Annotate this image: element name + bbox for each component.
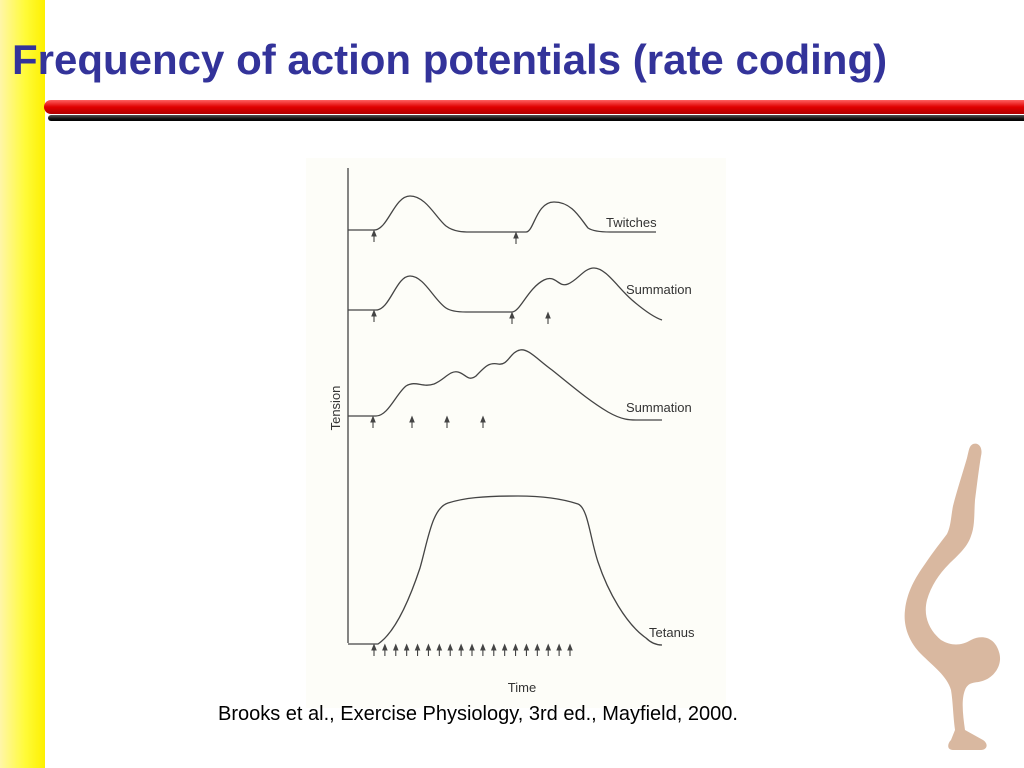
stimulus-arrow [469,643,475,656]
trace-label-tetanus: Tetanus [649,625,695,640]
stimulus-arrow [444,415,450,428]
stimulus-arrow [509,311,515,324]
figure-panel: Twitches Summation Summation Tetanus Ten… [306,158,726,708]
trace-summation-2 [348,349,662,421]
trace-label-twitches: Twitches [606,215,657,230]
stimulus-arrow [371,309,377,322]
stimulus-arrow [403,643,410,656]
trace-label-summation-1: Summation [626,282,692,297]
title-rule-shadow [48,115,1024,121]
stimulus-arrow [414,643,421,656]
stimulus-arrow [545,643,552,656]
trace-summation-2-stimuli [370,415,486,428]
stimulus-arrow [382,643,388,656]
stimulus-arrow [534,643,541,656]
stimulus-arrow [480,415,486,428]
stimulus-arrow [370,415,376,428]
tension-time-diagram: Twitches Summation Summation Tetanus Ten… [328,168,695,695]
stimulus-arrow [513,231,519,244]
citation: Brooks et al., Exercise Physiology, 3rd … [218,703,738,725]
stimulus-arrow [545,311,551,324]
handstand-figure-icon [895,440,1015,765]
stimulus-arrow [409,415,415,428]
title-rule [44,100,1024,114]
trace-summation-1 [348,267,663,321]
stimulus-arrow [458,643,464,656]
stimulus-arrow [490,643,497,656]
stimulus-arrow [436,643,443,656]
stimulus-arrow [371,229,377,242]
trace-summation-1-stimuli [371,309,551,324]
y-axis-label: Tension [328,386,343,431]
stimulus-arrow [480,643,486,656]
stimulus-arrow [371,643,377,656]
trace-tetanus [348,495,663,646]
stimulus-arrow [556,643,562,656]
trace-label-summation-2: Summation [626,400,692,415]
left-accent-bar [0,0,45,768]
slide-title: Frequency of action potentials (rate cod… [12,36,888,83]
trace-twitches-stimuli [371,229,519,244]
stimulus-arrow [425,643,432,656]
stimulus-arrow [447,643,454,656]
stimulus-arrow [567,643,573,656]
x-axis-label: Time [508,680,536,695]
trace-tetanus-stimuli [371,643,573,656]
stimulus-arrow [501,643,508,656]
trace-twitches [348,195,656,233]
stimulus-arrow [523,643,530,656]
stimulus-arrow [512,643,519,656]
stimulus-arrow [392,643,399,656]
